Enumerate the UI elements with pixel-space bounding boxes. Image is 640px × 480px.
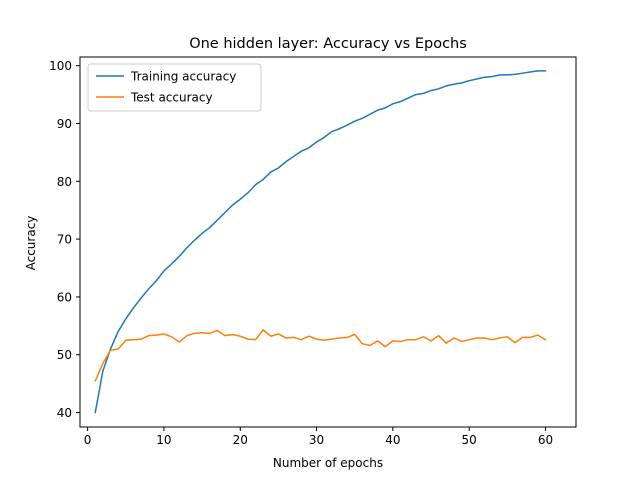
legend-label-1: Training accuracy — [130, 70, 236, 84]
legend-label-2: Test accuracy — [130, 91, 213, 105]
y-tick-label: 70 — [57, 233, 72, 247]
axes-frame — [79, 56, 577, 428]
x-tick-label: 10 — [156, 433, 171, 447]
y-tick-label: 90 — [57, 117, 72, 131]
y-tick-label: 60 — [57, 290, 72, 304]
legend-box — [87, 63, 262, 112]
x-tick-label: 0 — [84, 433, 92, 447]
x-tick-label: 40 — [385, 433, 400, 447]
x-axis-title: Number of epochs — [273, 456, 383, 470]
chart-title: One hidden layer: Accuracy vs Epochs — [189, 36, 467, 52]
y-tick-label: 50 — [57, 348, 72, 362]
y-tick-label: 100 — [49, 59, 72, 73]
x-tick-label: 30 — [309, 433, 324, 447]
y-tick-label: 40 — [57, 406, 72, 420]
x-tick-label: 20 — [233, 433, 248, 447]
axes: 0 10 20 30 40 50 60 40 50 60 70 80 90 100 — [49, 56, 577, 447]
plot-area — [94, 70, 547, 414]
y-tick-label: 80 — [57, 175, 72, 189]
legend: Training accuracy Test accuracy — [87, 63, 262, 112]
x-tick-label: 60 — [538, 433, 553, 447]
series-line-1 — [94, 70, 547, 414]
x-tick-label: 50 — [462, 433, 477, 447]
y-axis-title: Accuracy — [24, 216, 38, 271]
series-line-2 — [94, 329, 547, 382]
